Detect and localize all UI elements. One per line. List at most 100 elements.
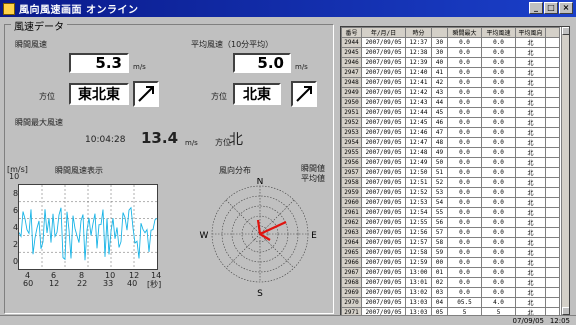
window-controls: _ □ × <box>529 2 573 14</box>
table-row[interactable]: 2952 2007/09/05 12:45 46 0.0 0.0 北 <box>341 117 560 128</box>
table-cell: 北 <box>515 117 546 128</box>
table-cell: 00 <box>431 257 448 268</box>
table-row[interactable]: 2963 2007/09/05 12:56 57 0.0 0.0 北 <box>341 227 560 238</box>
table-cell: 41 <box>431 67 448 78</box>
table-cell: 0.0 <box>447 117 482 128</box>
table-cell: 2007/09/05 <box>361 97 406 108</box>
table-cell: 0.0 <box>447 127 482 138</box>
table-row[interactable]: 2958 2007/09/05 12:51 52 0.0 0.0 北 <box>341 177 560 188</box>
table-cell-extra <box>545 147 560 158</box>
table-row[interactable]: 2945 2007/09/05 12:38 30 0.0 0.0 北 <box>341 47 560 58</box>
table-cell: 2963 <box>341 227 362 238</box>
table-cell: 0.0 <box>447 287 482 298</box>
wind-speed-timeseries-chart <box>18 184 158 270</box>
table-cell: 0.0 <box>481 167 516 178</box>
table-cell: 03 <box>431 287 448 298</box>
table-cell: 2955 <box>341 147 362 158</box>
table-cell: 北 <box>515 267 546 278</box>
column-header[interactable]: 平均風向 <box>515 27 546 38</box>
table-cell: 0.0 <box>447 87 482 98</box>
table-row[interactable]: 2968 2007/09/05 13:01 02 0.0 0.0 北 <box>341 277 560 288</box>
table-cell: 12:39 <box>405 57 432 68</box>
column-header[interactable]: 番号 <box>341 27 362 38</box>
table-cell: 0.0 <box>447 147 482 158</box>
table-cell: 53 <box>431 187 448 198</box>
table-row[interactable]: 2955 2007/09/05 12:48 49 0.0 0.0 北 <box>341 147 560 158</box>
table-row[interactable]: 2970 2007/09/05 13:03 04 05.5 4.0 北 <box>341 297 560 308</box>
table-cell: 12:52 <box>405 187 432 198</box>
table-row[interactable]: 2956 2007/09/05 12:49 50 0.0 0.0 北 <box>341 157 560 168</box>
table-cell: 4.0 <box>481 297 516 308</box>
table-cell: 0.0 <box>481 177 516 188</box>
column-header[interactable]: 瞬間最大 <box>447 27 482 38</box>
column-header[interactable] <box>431 27 448 38</box>
table-row[interactable]: 2954 2007/09/05 12:47 48 0.0 0.0 北 <box>341 137 560 148</box>
table-cell: 0.0 <box>447 107 482 118</box>
table-cell: 2951 <box>341 107 362 118</box>
column-header[interactable]: 年/月/日 <box>361 27 406 38</box>
table-row[interactable]: 2964 2007/09/05 12:57 58 0.0 0.0 北 <box>341 237 560 248</box>
column-header[interactable]: 平均風速 <box>481 27 516 38</box>
table-cell: 2949 <box>341 87 362 98</box>
data-table: 番号 年/月/日 時分 瞬間最大 平均風速 平均風向 2944 2007/09/0… <box>341 27 560 315</box>
column-header[interactable]: 時分 <box>405 27 432 38</box>
column-header-extra[interactable] <box>545 27 560 38</box>
table-cell: 2956 <box>341 157 362 168</box>
scroll-up-button[interactable] <box>562 27 569 35</box>
table-cell-extra <box>545 157 560 168</box>
ts-xtick-sub: 12 <box>49 279 60 288</box>
close-button[interactable]: × <box>559 2 573 14</box>
table-cell: 2007/09/05 <box>361 157 406 168</box>
table-row[interactable]: 2950 2007/09/05 12:43 44 0.0 0.0 北 <box>341 97 560 108</box>
table-row[interactable]: 2946 2007/09/05 12:39 40 0.0 0.0 北 <box>341 57 560 68</box>
table-row[interactable]: 2944 2007/09/05 12:37 30 0.0 0.0 北 <box>341 37 560 48</box>
vertical-scrollbar[interactable] <box>561 27 569 315</box>
ts-xtick-sub: [秒] <box>147 280 162 289</box>
table-cell: 2964 <box>341 237 362 248</box>
table-cell-extra <box>545 87 560 98</box>
peak-direction: 北 <box>229 132 243 148</box>
table-cell: 2970 <box>341 297 362 308</box>
table-row[interactable]: 2960 2007/09/05 12:53 54 0.0 0.0 北 <box>341 197 560 208</box>
table-row[interactable]: 2959 2007/09/05 12:52 53 0.0 0.0 北 <box>341 187 560 198</box>
table-cell: 2960 <box>341 197 362 208</box>
table-cell: 北 <box>515 167 546 178</box>
table-row[interactable]: 2961 2007/09/05 12:54 55 0.0 0.0 北 <box>341 207 560 218</box>
table-cell: 2965 <box>341 247 362 258</box>
ts-xtick-sub: 33 <box>103 279 114 288</box>
instant-speed-label: 瞬間風速 <box>15 40 47 49</box>
table-row[interactable]: 2971 2007/09/05 13:03 05 5 5 北 <box>341 307 560 315</box>
minimize-button[interactable]: _ <box>529 2 543 14</box>
table-row[interactable]: 2951 2007/09/05 12:44 45 0.0 0.0 北 <box>341 107 560 118</box>
direction-arrow-icon <box>138 86 154 102</box>
table-cell: 45 <box>431 107 448 118</box>
table-cell-extra <box>545 287 560 298</box>
table-row[interactable]: 2967 2007/09/05 13:00 01 0.0 0.0 北 <box>341 267 560 278</box>
table-cell-extra <box>545 117 560 128</box>
table-row[interactable]: 2957 2007/09/05 12:50 51 0.0 0.0 北 <box>341 167 560 178</box>
table-row[interactable]: 2949 2007/09/05 12:42 43 0.0 0.0 北 <box>341 87 560 98</box>
ts-ytick: 6 <box>13 206 19 215</box>
table-cell-extra <box>545 67 560 78</box>
table-row[interactable]: 2966 2007/09/05 12:59 00 0.0 0.0 北 <box>341 257 560 268</box>
scroll-down-button[interactable] <box>562 307 569 315</box>
table-cell: 北 <box>515 97 546 108</box>
data-grid[interactable]: 番号 年/月/日 時分 瞬間最大 平均風速 平均風向 2944 2007/09/0… <box>340 26 570 316</box>
table-cell: 2958 <box>341 177 362 188</box>
table-cell: 2007/09/05 <box>361 127 406 138</box>
table-row[interactable]: 2965 2007/09/05 12:58 59 0.0 0.0 北 <box>341 247 560 258</box>
maximize-button[interactable]: □ <box>544 2 558 14</box>
table-cell: 0.0 <box>447 227 482 238</box>
peak-speed: 13.4 <box>141 129 179 147</box>
table-cell: 0.0 <box>481 117 516 128</box>
table-row[interactable]: 2953 2007/09/05 12:46 47 0.0 0.0 北 <box>341 127 560 138</box>
polar-label-s: S <box>257 289 263 298</box>
table-row[interactable]: 2962 2007/09/05 12:55 56 0.0 0.0 北 <box>341 217 560 228</box>
table-row[interactable]: 2947 2007/09/05 12:40 41 0.0 0.0 北 <box>341 67 560 78</box>
ts-ytick: 4 <box>13 223 19 232</box>
table-row[interactable]: 2969 2007/09/05 13:02 03 0.0 0.0 北 <box>341 287 560 298</box>
table-row[interactable]: 2948 2007/09/05 12:41 42 0.0 0.0 北 <box>341 77 560 88</box>
table-cell: 0.0 <box>481 67 516 78</box>
table-cell: 北 <box>515 157 546 168</box>
table-cell: 2945 <box>341 47 362 58</box>
